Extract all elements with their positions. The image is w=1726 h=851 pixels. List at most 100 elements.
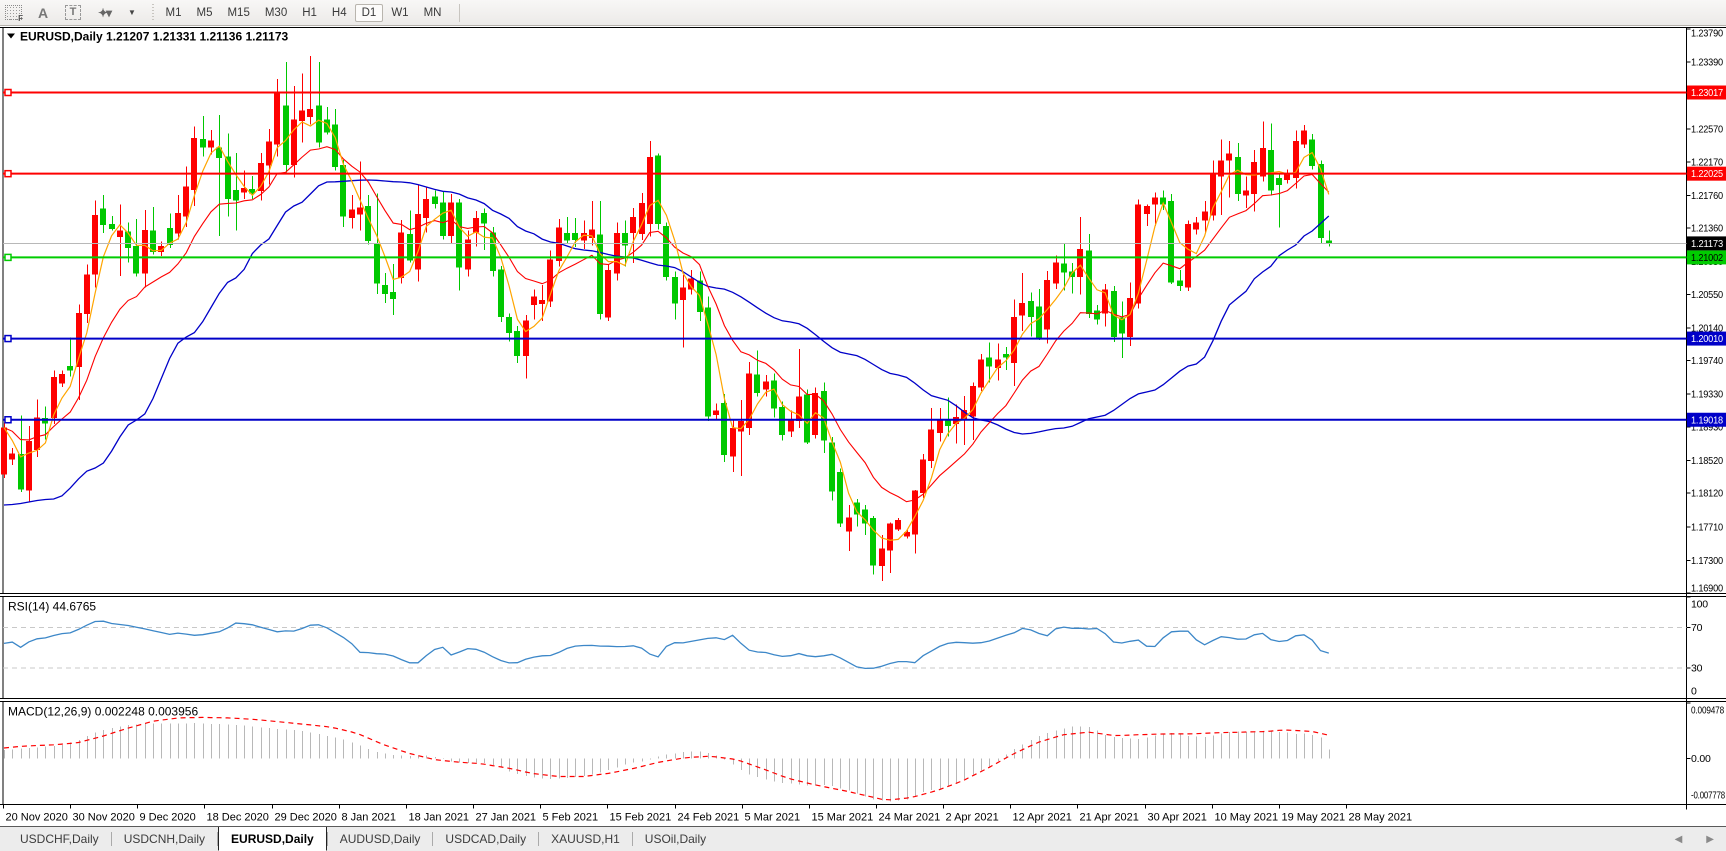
candle-body xyxy=(730,428,736,457)
candle-body xyxy=(622,232,628,246)
toolbar-separator-2 xyxy=(458,3,460,22)
candle-body xyxy=(183,186,189,217)
candle-body xyxy=(1226,153,1232,161)
candle-body xyxy=(506,316,512,333)
candle-body xyxy=(59,374,65,384)
candle-body xyxy=(167,228,173,246)
price-tick-label: 1.18520 xyxy=(1691,455,1723,467)
timeframe-mn[interactable]: MN xyxy=(423,6,442,19)
date-axis: 20 Nov 2020 30 Nov 2020 9 Dec 2020 18 Dec 2… xyxy=(3,804,1412,824)
date-tick-label: 30 Apr 2021 xyxy=(1148,812,1207,824)
candle-body xyxy=(920,459,926,493)
candle-body xyxy=(879,548,885,566)
tab-usoil[interactable]: USOil,Daily xyxy=(644,832,707,846)
date-tick-label: 30 Nov 2020 xyxy=(73,812,135,824)
timeframe-buttons: M1 M5 M15 M30 H1 H4 D1 W1 MN xyxy=(158,3,449,22)
candle-body xyxy=(572,232,578,240)
shapes-icon[interactable]: ✦▾ xyxy=(97,5,112,20)
timeframe-m30[interactable]: M30 xyxy=(264,6,288,19)
candle-body xyxy=(456,202,462,268)
candle-body xyxy=(854,502,860,515)
tab-scroll-right-icon[interactable]: ▶ xyxy=(1706,833,1714,845)
hline-anchor-marker[interactable] xyxy=(4,334,12,343)
candle-body xyxy=(1102,289,1108,314)
timeframe-m5[interactable]: M5 xyxy=(196,6,213,19)
hline-anchor-marker[interactable] xyxy=(4,253,12,262)
candle-body xyxy=(142,229,148,274)
macd-pane[interactable] xyxy=(3,701,1687,805)
pane-labels: EURUSD,Daily 1.21207 1.21331 1.21136 1.2… xyxy=(7,30,289,719)
candle-body xyxy=(291,119,297,166)
text-box-icon[interactable]: T xyxy=(65,5,81,20)
candle-body xyxy=(597,234,603,315)
rsi-pane[interactable] xyxy=(3,596,1687,699)
candle-body xyxy=(200,138,206,148)
candle-body xyxy=(1177,280,1183,286)
main-pane[interactable] xyxy=(3,27,1687,594)
candle-body xyxy=(1,427,7,475)
timeframe-w1[interactable]: W1 xyxy=(391,6,409,19)
timeframe-h1[interactable]: H1 xyxy=(302,6,317,19)
rsi-tick-label: 30 xyxy=(1691,663,1703,675)
candle-body xyxy=(51,377,57,419)
candle-body xyxy=(514,331,520,356)
price-tick-label: 1.21360 xyxy=(1691,223,1723,235)
candle-body xyxy=(1235,156,1241,194)
candle-body xyxy=(746,373,752,429)
candle-body xyxy=(382,285,388,294)
indicators-grid-icon[interactable]: F xyxy=(5,5,23,23)
chart-canvas[interactable]: 1.237901.233901.229801.225701.221701.217… xyxy=(0,26,1726,826)
timeframe-m15[interactable]: M15 xyxy=(227,6,250,19)
pane-frames xyxy=(0,27,1726,810)
candle-body xyxy=(191,138,197,190)
tab-usdcad[interactable]: USDCAD,Daily xyxy=(445,832,527,846)
text-label-icon[interactable]: A xyxy=(37,4,49,21)
candle-body xyxy=(307,108,313,117)
date-tick-label: 19 May 2021 xyxy=(1282,812,1346,824)
candle-body xyxy=(1119,317,1125,334)
candle-body xyxy=(18,454,24,490)
tab-scroll-left-icon[interactable]: ◀ xyxy=(1674,833,1683,845)
tab-audusd[interactable]: AUDUSD,Daily xyxy=(339,832,421,846)
hline-badge xyxy=(1687,412,1726,427)
candle-body xyxy=(1251,162,1257,194)
tab-usdchf[interactable]: USDCHF,Daily xyxy=(20,832,99,846)
timeframe-m1[interactable]: M1 xyxy=(165,6,182,19)
hline-anchor-marker[interactable] xyxy=(4,416,12,424)
candle-body xyxy=(1086,250,1092,315)
symbol-collapse-triangle-icon[interactable] xyxy=(7,33,15,39)
candle-body xyxy=(754,374,760,393)
candle-body xyxy=(870,518,876,566)
hline-anchor-marker[interactable] xyxy=(4,88,12,97)
shapes-dropdown-icon[interactable]: ▼ xyxy=(128,8,136,17)
hline-badge-label: 1.23017 xyxy=(1691,87,1723,99)
chart-area[interactable]: 1.237901.233901.229801.225701.221701.217… xyxy=(0,26,1726,826)
hline-anchor-marker[interactable] xyxy=(4,169,12,178)
candle-body xyxy=(1326,240,1332,244)
hline-badge xyxy=(1687,250,1726,265)
date-tick-label: 27 Jan 2021 xyxy=(476,812,537,824)
candle-body xyxy=(133,246,139,274)
candle-body xyxy=(1293,141,1299,179)
candle-body xyxy=(788,419,794,432)
candle-body xyxy=(655,155,661,225)
candle-body xyxy=(531,296,537,306)
tab-usdcnh[interactable]: USDCNH,Daily xyxy=(123,832,206,846)
candle-body xyxy=(432,196,438,205)
tab-eurusd[interactable]: EURUSD,Daily xyxy=(218,827,327,851)
macd-histogram xyxy=(4,723,1330,802)
tab-xauusd[interactable]: XAUUSD,H1 xyxy=(551,832,620,846)
candle-body xyxy=(498,269,504,317)
timeframe-h4[interactable]: H4 xyxy=(331,6,347,19)
timeframe-d1[interactable]: D1 xyxy=(355,3,383,22)
date-tick-label: 5 Mar 2021 xyxy=(745,812,801,824)
price-tick-label: 1.22570 xyxy=(1691,124,1723,136)
candle-body xyxy=(614,232,620,274)
candle-body xyxy=(415,214,421,270)
hline-badge-label: 1.21002 xyxy=(1691,252,1723,264)
indicators-grid-icon-letter: F xyxy=(18,14,23,23)
candle-body xyxy=(970,385,976,417)
candle-body xyxy=(390,292,396,300)
candle-body xyxy=(1218,160,1224,177)
candle-body xyxy=(473,218,479,233)
